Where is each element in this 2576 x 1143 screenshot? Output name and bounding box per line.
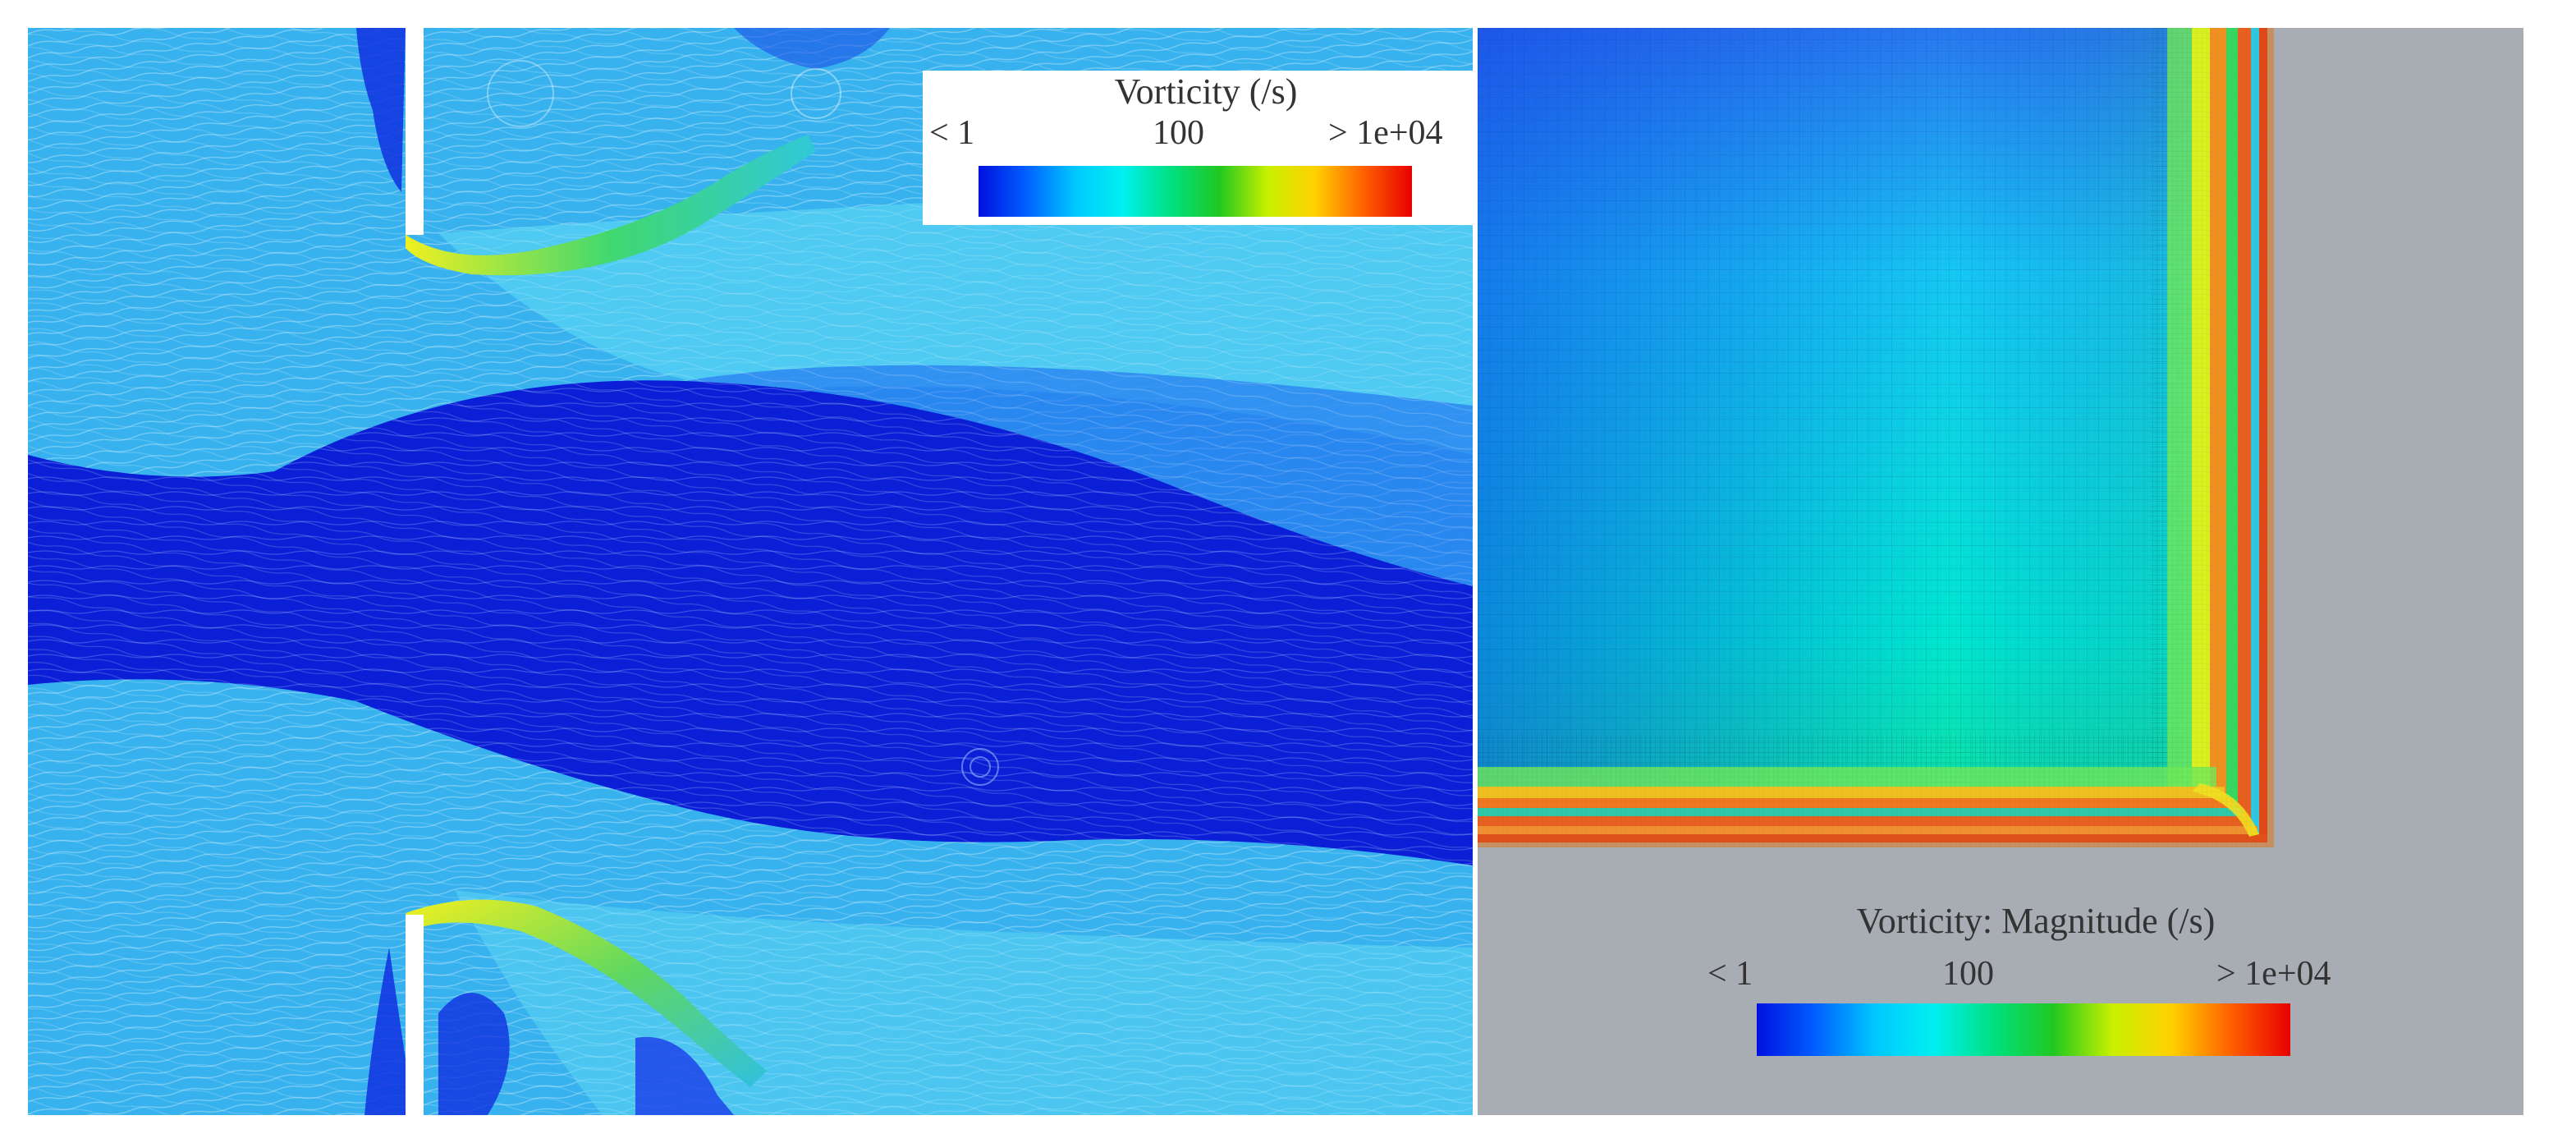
colorbar-max-label: > 1e+04 <box>1328 114 1443 152</box>
colorbar-min-label: < 1 <box>929 114 975 152</box>
upper-shear-layer <box>406 135 816 276</box>
colorbar-mid-label: 100 <box>1153 114 1204 152</box>
vorticity-magnitude-colorbar-legend: Vorticity: Magnitude (/s) < 1 100 > 1e+0… <box>1691 900 2381 1072</box>
upper-baffle-plate <box>406 28 424 235</box>
lower-shear-layer <box>406 899 767 1087</box>
mesh-field <box>1478 28 2274 847</box>
colorbar-gradient <box>979 166 1412 217</box>
vorticity-magnitude-panel: Vorticity: Magnitude (/s) < 1 100 > 1e+0… <box>1478 28 2523 1115</box>
colorbar-title: Vorticity: Magnitude (/s) <box>1856 901 2216 941</box>
vorticity-streamline-panel: Vorticity (/s) < 1 100 > 1e+04 <box>28 28 1473 1115</box>
colorbar-max-label: > 1e+04 <box>2216 955 2331 993</box>
colorbar-mid-label: 100 <box>1942 955 1994 993</box>
colorbar-gradient <box>1757 1003 2290 1056</box>
colorbar-title: Vorticity (/s) <box>1114 71 1298 112</box>
colorbar-min-label: < 1 <box>1707 955 1753 993</box>
vorticity-colorbar-legend: Vorticity (/s) < 1 100 > 1e+04 <box>923 71 1473 225</box>
lower-baffle-plate <box>406 915 424 1115</box>
